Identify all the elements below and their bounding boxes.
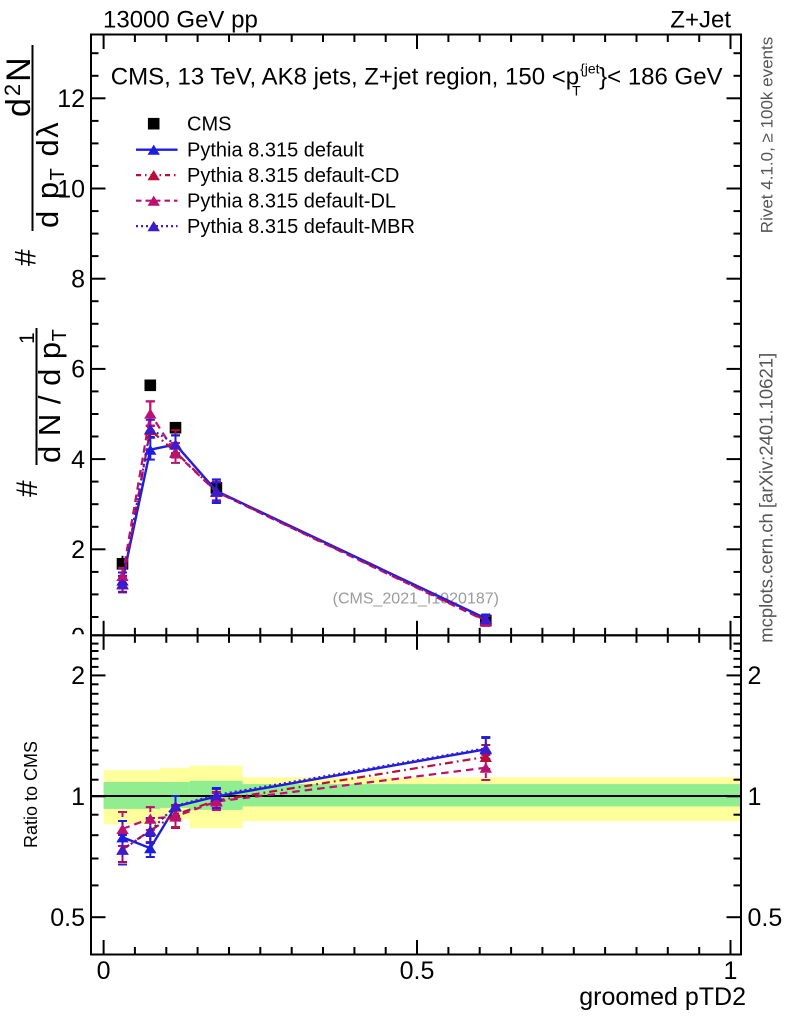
svg-text:Pythia 8.315 default-MBR: Pythia 8.315 default-MBR (187, 216, 415, 238)
svg-text:d N / d pT: d N / d pT (32, 329, 71, 463)
svg-text:groomed pTD2: groomed pTD2 (579, 983, 746, 1011)
svg-text:Rivet 4.1.0, ≥ 100k events: Rivet 4.1.0, ≥ 100k events (758, 37, 777, 233)
svg-text:2: 2 (748, 662, 762, 690)
svg-text:4: 4 (71, 446, 85, 474)
svg-text:Z+Jet: Z+Jet (670, 7, 731, 34)
svg-text:12: 12 (57, 85, 85, 113)
svg-text:2: 2 (71, 536, 85, 564)
svg-text:(CMS_2021_I1920187): (CMS_2021_I1920187) (333, 591, 499, 608)
svg-text:1: 1 (748, 783, 762, 811)
svg-text:13000 GeV pp: 13000 GeV pp (103, 7, 258, 34)
svg-text:0.5: 0.5 (748, 904, 783, 932)
svg-text:1: 1 (71, 783, 85, 811)
svg-text:0.5: 0.5 (400, 957, 435, 985)
svg-text:1: 1 (724, 957, 738, 985)
svg-text:Ratio to CMS: Ratio to CMS (21, 741, 41, 848)
svg-text:1: 1 (16, 332, 39, 344)
svg-text:0.5: 0.5 (50, 904, 85, 932)
svg-text:#: # (11, 480, 44, 497)
svg-text:8: 8 (71, 266, 85, 294)
svg-text:10: 10 (57, 175, 85, 203)
svg-text:6: 6 (71, 356, 85, 384)
svg-text:Pythia 8.315 default-DL: Pythia 8.315 default-DL (187, 191, 396, 213)
svg-text:Pythia 8.315 default-CD: Pythia 8.315 default-CD (187, 165, 399, 187)
svg-text:mcplots.cern.ch [arXiv:2401.10: mcplots.cern.ch [arXiv:2401.10621] (756, 353, 777, 643)
svg-text:d2N: d2N (0, 55, 38, 117)
svg-text:2: 2 (71, 662, 85, 690)
svg-text:0: 0 (71, 623, 85, 651)
svg-text:CMS: CMS (187, 114, 231, 136)
svg-text:0: 0 (97, 957, 111, 985)
svg-text:Pythia 8.315 default: Pythia 8.315 default (187, 140, 364, 162)
svg-text:#: # (10, 249, 43, 266)
